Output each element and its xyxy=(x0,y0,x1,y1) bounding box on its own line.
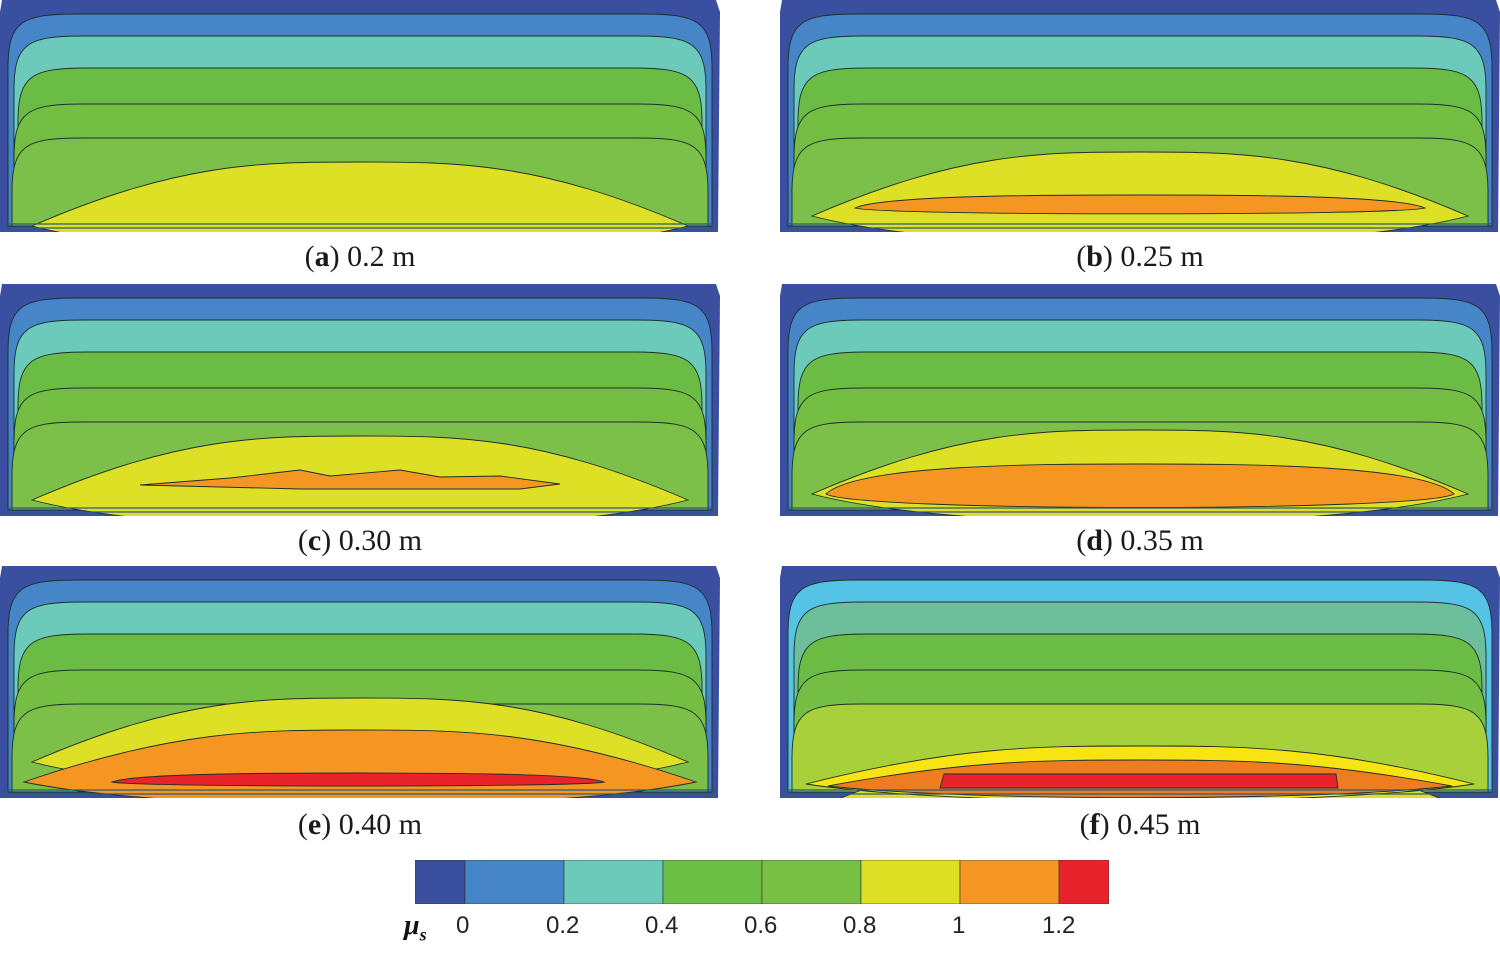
caption-c: (c) 0.30 m xyxy=(297,524,423,557)
caption-letter: a xyxy=(314,240,330,273)
legend-tick-label: 0.6 xyxy=(744,912,778,939)
legend-swatch-0 xyxy=(414,859,466,905)
contour-band-orange xyxy=(825,463,1455,508)
legend-swatch-4 xyxy=(761,859,862,905)
caption-a: (a) 0.2 m xyxy=(304,240,416,273)
color-legend-bar xyxy=(414,859,1110,905)
caption-b: (b) 0.25 m xyxy=(1076,240,1204,273)
caption-letter: c xyxy=(307,524,322,557)
caption-e: (e) 0.40 m xyxy=(297,808,423,841)
contour-plot xyxy=(0,0,720,232)
contour-band-red xyxy=(939,773,1339,789)
caption-value: 0.40 m xyxy=(338,808,423,841)
contour-plot xyxy=(780,0,1500,232)
contour-panel-a xyxy=(0,0,720,232)
legend-swatch-3 xyxy=(662,859,763,905)
legend-swatch-6 xyxy=(959,859,1060,905)
caption-value: 0.2 m xyxy=(347,240,416,273)
caption-letter: f xyxy=(1089,808,1100,841)
legend-tick-label: 0.4 xyxy=(645,912,679,939)
contour-panel-b xyxy=(780,0,1500,232)
caption-letter: e xyxy=(307,808,322,841)
contour-bottom-lines xyxy=(784,507,1496,513)
legend-title: μs xyxy=(404,910,427,946)
contour-plot xyxy=(0,566,720,798)
legend-subscript: s xyxy=(419,924,427,945)
caption-letter: b xyxy=(1086,240,1103,273)
legend-swatch-2 xyxy=(563,859,664,905)
contour-bottom-lines xyxy=(784,789,1496,795)
caption-letter: d xyxy=(1086,524,1103,557)
legend-symbol: μ xyxy=(404,910,420,941)
legend-swatch-7 xyxy=(1058,859,1110,905)
caption-value: 0.25 m xyxy=(1120,240,1204,273)
legend-svg xyxy=(414,859,1110,905)
legend-swatch-5 xyxy=(860,859,961,905)
legend-swatch-1 xyxy=(464,859,565,905)
legend-tick-label: 0 xyxy=(456,912,470,939)
contour-plot xyxy=(0,284,720,516)
contour-panel-e xyxy=(0,566,720,798)
contour-bottom-lines xyxy=(4,223,716,229)
contour-band-yellow xyxy=(30,161,690,232)
legend-tick-label: 1.2 xyxy=(1042,912,1076,939)
contour-bottom-lines xyxy=(4,507,716,513)
caption-f: (f) 0.45 m xyxy=(1079,808,1201,841)
legend-tick-label: 0.2 xyxy=(546,912,580,939)
contour-panel-f xyxy=(780,566,1500,798)
caption-value: 0.30 m xyxy=(338,524,423,557)
contour-plot xyxy=(780,284,1500,516)
legend-tick-label: 0.8 xyxy=(843,912,877,939)
contour-band-orange xyxy=(139,469,561,490)
caption-d: (d) 0.35 m xyxy=(1076,524,1204,557)
contour-panel-d xyxy=(780,284,1500,516)
contour-bottom-lines xyxy=(4,789,716,795)
contour-panel-c xyxy=(0,284,720,516)
legend-tick-label: 1 xyxy=(952,912,966,939)
caption-value: 0.35 m xyxy=(1120,524,1204,557)
caption-value: 0.45 m xyxy=(1117,808,1201,841)
contour-band-red xyxy=(110,772,606,787)
contour-bottom-lines xyxy=(784,223,1496,229)
contour-plot xyxy=(780,566,1500,798)
contour-band-orange xyxy=(853,194,1427,215)
